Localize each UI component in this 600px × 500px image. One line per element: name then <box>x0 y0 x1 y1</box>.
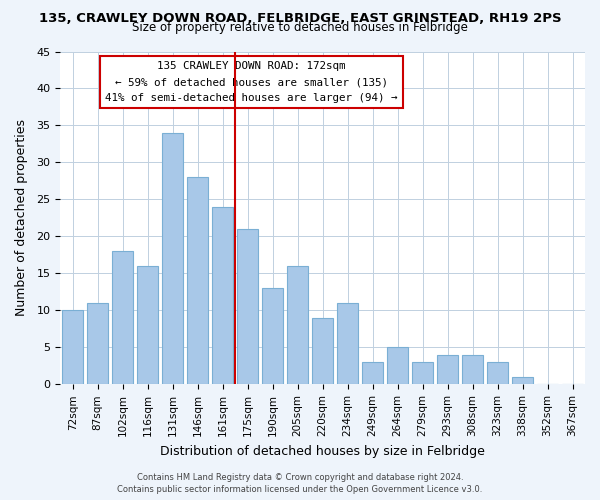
X-axis label: Distribution of detached houses by size in Felbridge: Distribution of detached houses by size … <box>160 444 485 458</box>
Text: Size of property relative to detached houses in Felbridge: Size of property relative to detached ho… <box>132 22 468 35</box>
Bar <box>162 133 183 384</box>
Bar <box>462 354 483 384</box>
Text: Contains HM Land Registry data © Crown copyright and database right 2024.
Contai: Contains HM Land Registry data © Crown c… <box>118 472 482 494</box>
Text: 135, CRAWLEY DOWN ROAD, FELBRIDGE, EAST GRINSTEAD, RH19 2PS: 135, CRAWLEY DOWN ROAD, FELBRIDGE, EAST … <box>38 12 562 24</box>
Bar <box>487 362 508 384</box>
Bar <box>87 303 108 384</box>
Bar <box>212 207 233 384</box>
Bar <box>112 251 133 384</box>
Bar <box>287 266 308 384</box>
Bar <box>187 177 208 384</box>
Bar <box>512 377 533 384</box>
Bar <box>62 310 83 384</box>
Bar <box>137 266 158 384</box>
Bar <box>237 229 258 384</box>
Bar <box>362 362 383 384</box>
Y-axis label: Number of detached properties: Number of detached properties <box>15 120 28 316</box>
Bar <box>312 318 333 384</box>
Text: 135 CRAWLEY DOWN ROAD: 172sqm
← 59% of detached houses are smaller (135)
41% of : 135 CRAWLEY DOWN ROAD: 172sqm ← 59% of d… <box>106 62 398 102</box>
Bar <box>412 362 433 384</box>
Bar <box>387 348 408 385</box>
Bar <box>437 354 458 384</box>
Bar <box>337 303 358 384</box>
Bar <box>262 288 283 384</box>
